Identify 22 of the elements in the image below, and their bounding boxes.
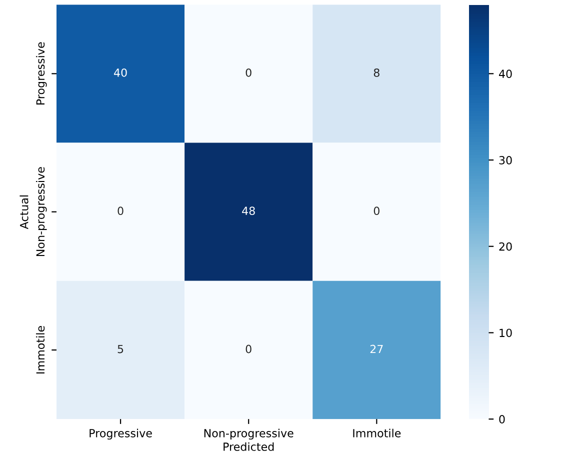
color-bar-label: 40: [498, 70, 512, 78]
color-bar-label: 20: [499, 242, 512, 251]
y-axis-title: Actual: [20, 195, 28, 230]
data-label: 0: [118, 206, 124, 216]
data-label: 0: [246, 344, 252, 354]
color-bar-label: 30: [499, 156, 512, 164]
y-tick-label: Progressive: [36, 42, 47, 105]
data-label: 48: [242, 206, 255, 216]
data-label: 5: [118, 344, 124, 354]
data-label: 0: [374, 206, 380, 216]
x-tick-label: Progressive: [90, 428, 152, 440]
data-label: 40: [114, 68, 127, 77]
y-tick-label: Immotile: [36, 326, 45, 374]
data-label: 27: [370, 344, 383, 354]
x-tick-label: Non-progressive: [204, 428, 294, 440]
color-bar-label: 0: [499, 415, 505, 424]
data-label: 8: [374, 68, 380, 77]
data-label: 0: [246, 68, 252, 77]
y-tick-label: Non-progressive: [36, 167, 47, 256]
x-axis-title: Predicted: [224, 442, 274, 451]
x-tick-label: Immotile: [353, 428, 401, 438]
color-bar-label: 10: [500, 328, 512, 338]
